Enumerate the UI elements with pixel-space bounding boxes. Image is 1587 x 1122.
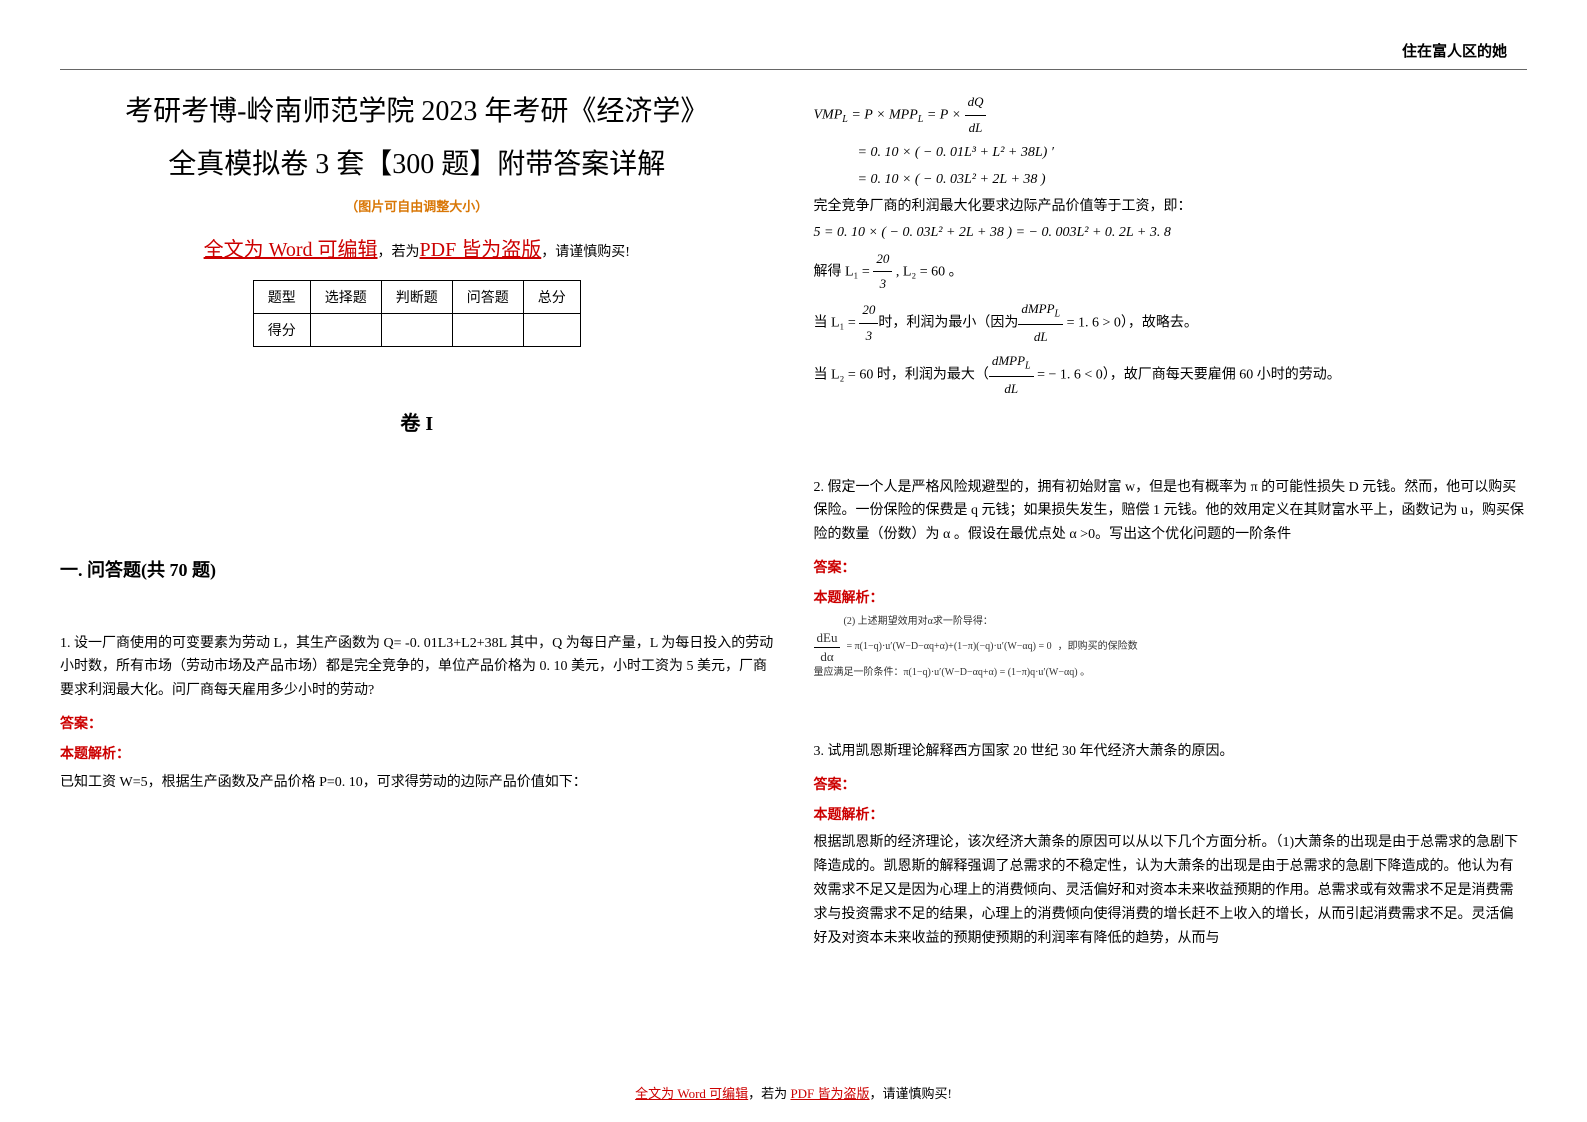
math-text: 完全竞争厂商的利润最大化要求边际产品价值等于工资，即： [814,194,1528,221]
header-right: 住在富人区的她 [60,40,1527,61]
column-right: VMPL = P × MPPL = P × dQdL = 0. 10 × ( −… [814,90,1528,1073]
q1-analysis-text: 已知工资 W=5，根据生产函数及产品价格 P=0. 10，可求得劳动的边际产品价… [60,771,774,795]
notice-pdf: PDF 皆为盗版 [420,239,542,261]
footer-pdf: PDF 皆为盗版 [790,1086,869,1101]
th-choice: 选择题 [310,280,381,313]
notice-sep1: ，若为 [378,245,420,260]
footer-tail: ，请谨慎购买! [870,1086,952,1101]
question-1: 1. 设一厂商使用的可变要素为劳动 L，其生产函数为 Q= -0. 01L3+L… [60,632,774,795]
tiny-line: 量应满足一阶条件：π(1−q)·u′(W−D−αq+α) = (1−π)q·u′… [814,666,1528,680]
th-judge: 判断题 [381,280,452,313]
footer-word: 全文为 Word 可编辑 [635,1086,748,1101]
q3-analysis-text: 根据凯恩斯的经济理论，该次经济大萧条的原因可以从以下几个方面分析。（1)大萧条的… [814,831,1528,950]
q3-analysis-label: 本题解析： [814,804,1528,828]
math-line: 5 = 0. 10 × ( − 0. 03L² + 2L + 38 ) = − … [814,220,1528,247]
q1-answer-label: 答案： [60,713,774,737]
juan-label: 卷 I [60,407,774,436]
th-type: 题型 [253,280,310,313]
math-line: 解得 L₁ = 203 , L₂ = 60 。 [814,247,1528,297]
section-heading: 一. 问答题(共 70 题) [60,556,774,582]
th-total: 总分 [523,280,580,313]
q1-text: 1. 设一厂商使用的可变要素为劳动 L，其生产函数为 Q= -0. 01L3+L… [60,632,774,703]
table-row: 得分 [253,313,580,346]
footer-notice: 全文为 Word 可编辑，若为 PDF 皆为盗版，请谨慎购买! [60,1073,1527,1102]
math-line: = 0. 10 × ( − 0. 01L³ + L² + 38L) ′ [814,140,1528,167]
q2-analysis-label: 本题解析： [814,587,1528,611]
tiny-line: dEudα = π(1−q)·u′(W−D−αq+α)+(1−π)(−q)·u′… [814,629,1528,666]
tiny-line: (2) 上述期望效用对α求一阶导得： [814,615,1528,629]
td-empty [381,313,452,346]
footer-sep: ，若为 [748,1086,790,1101]
td-empty [452,313,523,346]
column-left: 考研考博-岭南师范学院 2023 年考研《经济学》 全真模拟卷 3 套【300 … [60,90,774,1073]
q2-tiny-analysis: (2) 上述期望效用对α求一阶导得： dEudα = π(1−q)·u′(W−D… [814,615,1528,680]
math-line: 当 L₂ = 60 时，利润为最大（dMPPLdL = − 1. 6 < 0），… [814,349,1528,401]
notice-word: 全文为 Word 可编辑 [204,239,378,261]
question-2: 2. 假定一个人是严格风险规避型的，拥有初始财富 w，但是也有概率为 π 的可能… [814,476,1528,680]
th-qa: 问答题 [452,280,523,313]
question-3: 3. 试用凯恩斯理论解释西方国家 20 世纪 30 年代经济大萧条的原因。 答案… [814,740,1528,950]
q1-analysis-label: 本题解析： [60,743,774,767]
subtitle: （图片可自由调整大小） [60,196,774,215]
title-line1: 考研考博-岭南师范学院 2023 年考研《经济学》 [60,90,774,135]
q2-text: 2. 假定一个人是严格风险规避型的，拥有初始财富 w，但是也有概率为 π 的可能… [814,476,1528,547]
title-line2: 全真模拟卷 3 套【300 题】附带答案详解 [60,143,774,188]
divider [60,69,1527,70]
q3-answer-label: 答案： [814,774,1528,798]
td-empty [523,313,580,346]
td-empty [310,313,381,346]
table-row: 题型 选择题 判断题 问答题 总分 [253,280,580,313]
math-block: VMPL = P × MPPL = P × dQdL = 0. 10 × ( −… [814,90,1528,402]
columns: 考研考博-岭南师范学院 2023 年考研《经济学》 全真模拟卷 3 套【300 … [60,90,1527,1073]
math-line: = 0. 10 × ( − 0. 03L² + 2L + 38 ) [814,167,1528,194]
notice-tail: ，请谨慎购买! [541,245,630,260]
math-line: 当 L₁ = 203时，利润为最小（因为dMPPLdL = 1. 6 > 0），… [814,297,1528,349]
page: 住在富人区的她 考研考博-岭南师范学院 2023 年考研《经济学》 全真模拟卷 … [0,0,1587,1122]
q2-answer-label: 答案： [814,557,1528,581]
td-score-label: 得分 [253,313,310,346]
word-notice: 全文为 Word 可编辑，若为PDF 皆为盗版，请谨慎购买! [60,233,774,262]
score-table: 题型 选择题 判断题 问答题 总分 得分 [253,280,581,347]
q3-text: 3. 试用凯恩斯理论解释西方国家 20 世纪 30 年代经济大萧条的原因。 [814,740,1528,764]
math-line: VMPL = P × MPPL = P × dQdL [814,90,1528,140]
